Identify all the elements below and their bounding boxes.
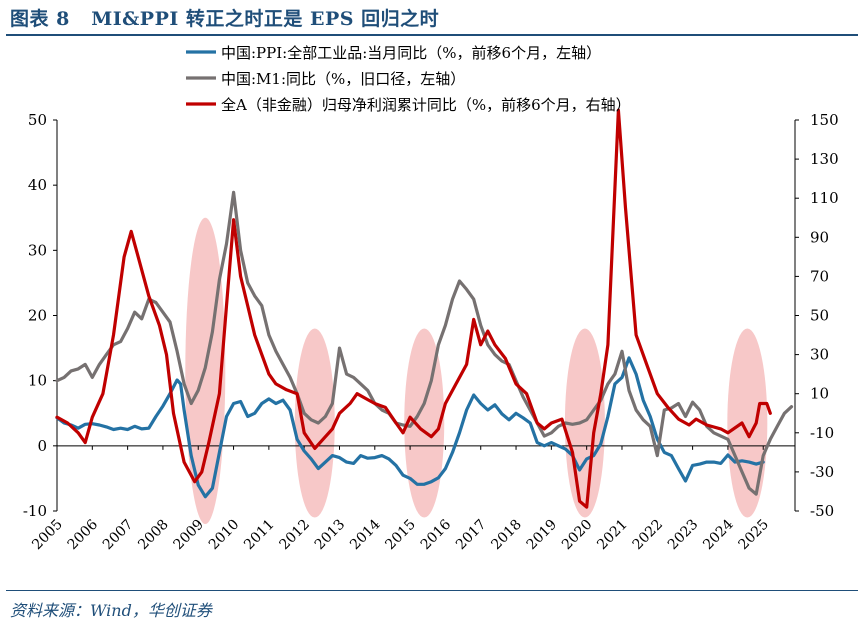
right-tick-label: 30 xyxy=(810,346,829,364)
x-tick-label: 2015 xyxy=(382,517,419,554)
left-tick-label: 50 xyxy=(28,111,47,129)
source-rule xyxy=(6,590,858,591)
highlight-ellipses xyxy=(185,217,768,525)
right-tick-label: 70 xyxy=(810,267,829,285)
x-tick-label: 2011 xyxy=(241,517,278,554)
figure-label: 图表 8 xyxy=(10,8,70,30)
title-rule xyxy=(6,34,858,36)
series-line-1 xyxy=(55,356,765,499)
x-tick-label: 2010 xyxy=(206,517,243,554)
left-tick-label: 0 xyxy=(37,437,47,455)
figure-title-text: MI&PPI 转正之时正是 EPS 回归之时 xyxy=(91,8,440,30)
right-tick-label: 10 xyxy=(810,385,829,403)
x-tick-label: 2018 xyxy=(488,517,525,554)
legend-label-1: 中国:PPI:全部工业品:当月同比（%，前移6个月，左轴） xyxy=(221,44,601,62)
left-tick-label: 40 xyxy=(28,176,47,194)
x-tick-label: 2012 xyxy=(276,517,313,554)
x-tick-label: 2016 xyxy=(418,516,455,553)
x-tick-label: 2006 xyxy=(65,516,102,553)
right-tick-label: -10 xyxy=(810,424,834,442)
left-tick-label: 20 xyxy=(28,307,47,325)
right-tick-label: 130 xyxy=(810,150,839,168)
right-tick-label: -30 xyxy=(810,463,834,481)
x-tick-label: 2025 xyxy=(736,517,773,554)
right-tick-label: 90 xyxy=(810,228,829,246)
right-tick-label: 50 xyxy=(810,307,829,325)
left-tick-label: 30 xyxy=(28,241,47,259)
chart-series xyxy=(55,108,794,509)
left-tick-label: 10 xyxy=(28,372,47,390)
x-tick-label: 2019 xyxy=(524,517,561,554)
highlight-ellipse-2015 xyxy=(404,328,445,518)
right-tick-label: -50 xyxy=(810,502,834,520)
x-tick-label: 2022 xyxy=(630,517,667,554)
x-tick-label: 2020 xyxy=(559,517,596,554)
chart-legend: 中国:PPI:全部工业品:当月同比（%，前移6个月，左轴） 中国:M1:同比（%，… xyxy=(186,44,631,114)
source-note: 资料来源：Wind，华创证券 xyxy=(10,601,212,620)
x-tick-label: 2009 xyxy=(171,517,208,554)
x-tick-label: 2008 xyxy=(135,517,172,554)
x-tick-label: 2017 xyxy=(453,517,490,554)
x-tick-label: 2024 xyxy=(700,516,737,553)
left-tick-label: -10 xyxy=(23,502,47,520)
x-tick-label: 2013 xyxy=(312,517,349,554)
highlight-ellipse-2024 xyxy=(727,328,768,518)
x-tick-label: 2023 xyxy=(665,517,702,554)
x-tick-label: 2021 xyxy=(594,517,631,554)
legend-label-2: 中国:M1:同比（%，旧口径，左轴） xyxy=(221,70,465,88)
x-tick-label: 2005 xyxy=(29,517,66,554)
figure-title: 图表 8 MI&PPI 转正之时正是 EPS 回归之时 xyxy=(10,4,439,31)
legend-label-3: 全A（非金融）归母净利润累计同比（%，前移6个月，右轴） xyxy=(221,96,631,114)
x-tick-label: 2007 xyxy=(100,517,137,554)
series-line-3 xyxy=(55,108,772,509)
right-tick-label: 150 xyxy=(810,111,839,129)
right-tick-label: 110 xyxy=(810,189,839,207)
x-tick-label: 2014 xyxy=(347,516,384,553)
